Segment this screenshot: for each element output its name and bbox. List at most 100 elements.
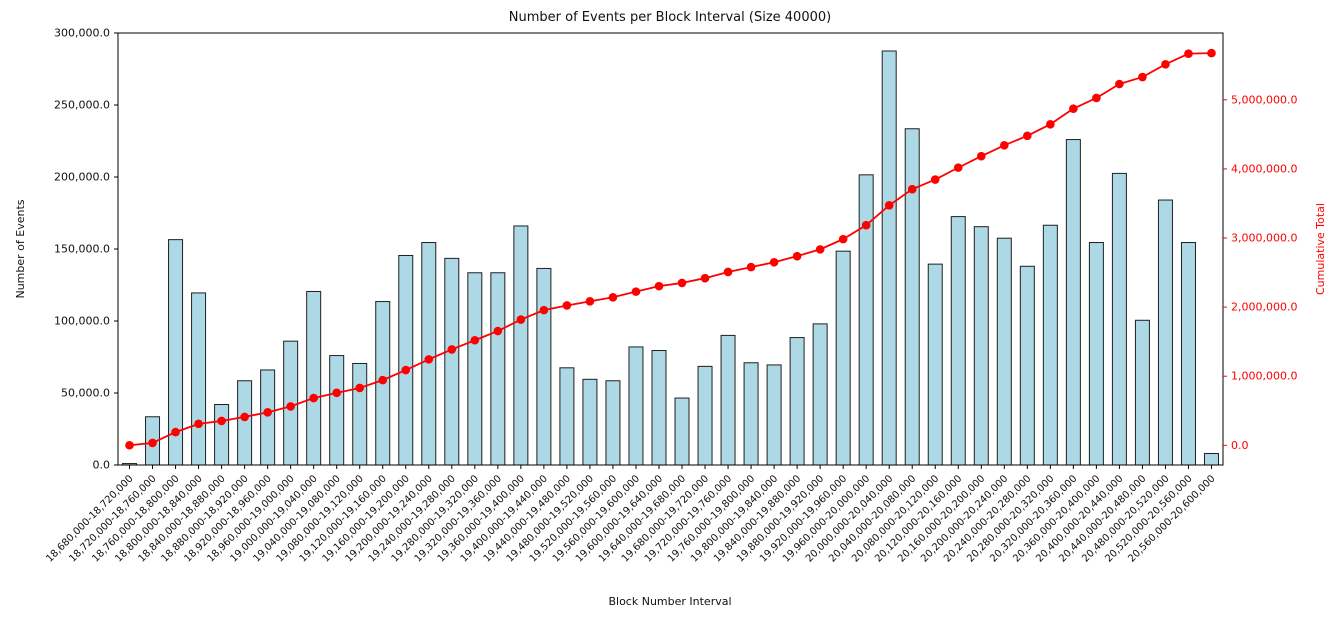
bar	[881, 50, 897, 466]
y-tick-label-right: 1,000,000.0	[1231, 370, 1297, 383]
cumulative-marker	[1023, 131, 1032, 141]
cumulative-marker	[447, 345, 457, 354]
bar	[559, 367, 575, 466]
cumulative-marker	[539, 305, 549, 315]
bar	[1019, 265, 1035, 466]
y-tick-label-left: 300,000.0	[54, 27, 110, 40]
plot-area: 0.0 50,000.0 100,000.0 150,000.0 200,000.0 25…	[44, 27, 1297, 565]
y-tick-label-left: 100,000.0	[54, 315, 110, 328]
cumulative-marker	[194, 419, 203, 429]
cumulative-marker	[1000, 141, 1009, 150]
bar	[467, 272, 483, 466]
cumulative-marker	[930, 175, 940, 184]
y-tick-label-left: 0.0	[93, 459, 111, 472]
cumulative-marker	[516, 315, 526, 324]
x-axis-label: Block Number Interval	[608, 595, 731, 608]
cumulative-marker	[493, 326, 503, 336]
bar	[927, 263, 943, 466]
y-tick-label-right: 2,000,000.0	[1231, 301, 1297, 314]
y-axis-label-left: Number of Events	[14, 199, 27, 298]
cumulative-marker	[953, 163, 963, 172]
cumulative-marker	[976, 151, 986, 161]
cumulative-marker	[654, 281, 664, 291]
bar	[605, 380, 621, 466]
bar	[398, 254, 414, 466]
bar	[306, 290, 322, 466]
cumulative-marker	[1184, 49, 1193, 58]
cumulative-marker	[608, 292, 618, 302]
cumulative-marker	[700, 273, 710, 283]
y-tick-label-left: 250,000.0	[54, 99, 110, 112]
cumulative-marker	[631, 287, 641, 296]
y-tick-label-right: 5,000,000.0	[1231, 93, 1297, 106]
bar	[237, 380, 253, 466]
y-tick-label-right: 0.0	[1231, 439, 1249, 452]
cumulative-marker	[884, 201, 894, 210]
cumulative-marker	[1069, 104, 1078, 113]
bar	[628, 346, 644, 466]
y-tick-label-right: 3,000,000.0	[1231, 232, 1297, 245]
bar	[996, 237, 1012, 466]
cumulative-marker	[286, 402, 295, 411]
bar	[1088, 242, 1104, 466]
cumulative-marker	[332, 388, 341, 398]
bar	[835, 250, 851, 466]
cumulative-marker	[861, 220, 871, 230]
cumulative-marker	[792, 251, 802, 261]
cumulative-marker	[470, 335, 480, 345]
bar	[651, 350, 667, 466]
bar	[812, 323, 828, 466]
bar	[490, 272, 506, 466]
cumulative-marker	[907, 184, 917, 194]
y-tick-label-left: 150,000.0	[54, 243, 110, 256]
cumulative-marker	[424, 355, 434, 364]
cumulative-marker	[125, 440, 134, 450]
cumulative-marker	[401, 365, 411, 375]
cumulative-marker	[838, 234, 848, 244]
bar	[1134, 319, 1150, 466]
y-axis-label-right: Cumulative Total	[1314, 203, 1327, 295]
bar	[973, 226, 989, 466]
bar	[536, 267, 552, 466]
bar	[260, 369, 276, 466]
bar	[950, 216, 966, 466]
bar	[1157, 199, 1173, 466]
bar	[904, 128, 920, 466]
bar	[214, 404, 230, 466]
bar	[1111, 172, 1127, 466]
cumulative-marker	[723, 267, 733, 277]
cumulative-marker	[309, 393, 318, 403]
y-tick-label-right: 4,000,000.0	[1231, 162, 1297, 175]
bar	[352, 362, 368, 466]
bar	[720, 334, 736, 466]
bar	[1042, 224, 1058, 466]
bar	[1203, 452, 1219, 466]
cumulative-marker	[585, 297, 595, 306]
cumulative-marker	[677, 278, 687, 288]
bar	[674, 397, 690, 466]
cumulative-marker	[1161, 60, 1170, 69]
cumulative-marker	[148, 438, 157, 448]
cumulative-marker	[1092, 93, 1101, 103]
cumulative-marker	[263, 408, 272, 417]
cumulative-marker	[1115, 79, 1124, 89]
cumulative-marker	[769, 257, 779, 267]
bar	[444, 257, 460, 466]
cumulative-marker	[1138, 72, 1147, 82]
bar	[789, 337, 805, 466]
cumulative-marker	[1046, 119, 1055, 129]
cumulative-marker	[217, 416, 226, 426]
cumulative-marker	[171, 427, 180, 437]
y-tick-label-left: 50,000.0	[61, 387, 110, 400]
bar	[191, 292, 207, 466]
bar	[697, 365, 713, 466]
bar	[743, 362, 759, 466]
cumulative-marker	[746, 262, 756, 272]
cumulative-marker	[378, 375, 388, 385]
bar	[582, 378, 598, 466]
bar	[421, 242, 437, 466]
cumulative-marker	[562, 301, 572, 310]
bar	[513, 225, 529, 466]
bar	[766, 364, 782, 466]
